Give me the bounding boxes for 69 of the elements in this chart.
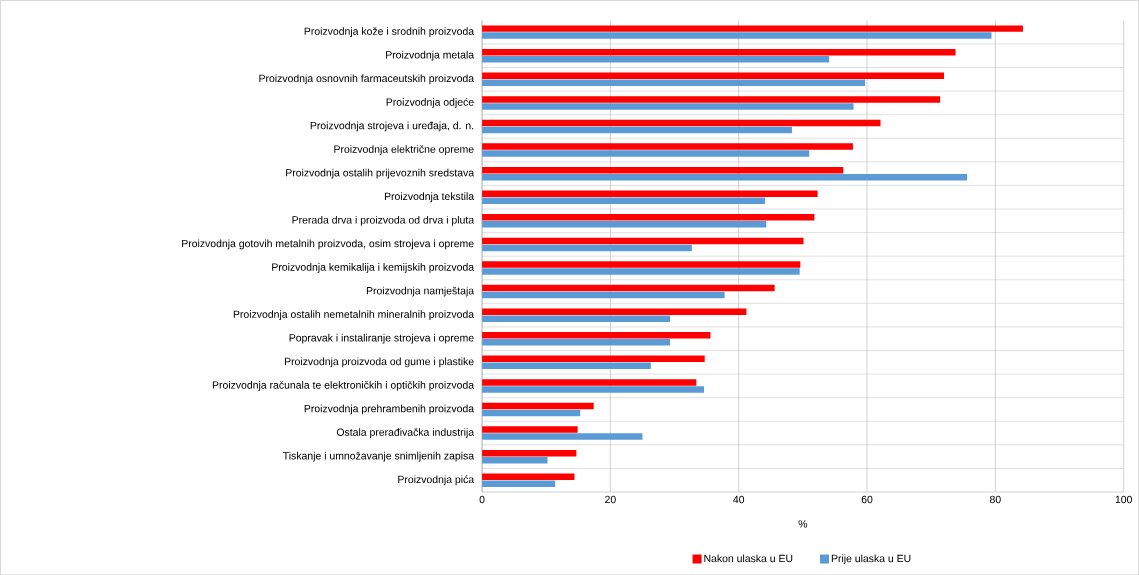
- y-tick-label: Proizvodnja električne opreme: [334, 145, 474, 155]
- bar: [482, 449, 577, 457]
- bar: [482, 291, 725, 299]
- bar: [482, 261, 801, 268]
- bar: [482, 237, 804, 244]
- y-tick-label: Proizvodnja proizvoda od gume i plastike: [284, 357, 474, 368]
- bar: [482, 72, 945, 79]
- y-tick-label: Proizvodnja odjeće: [386, 97, 474, 108]
- bar: [482, 143, 853, 150]
- bar: [482, 315, 671, 322]
- y-tick-label: Proizvodnja računala te elektroničkih i optičkih proizvoda: [212, 380, 475, 391]
- y-tick-label: Proizvodnja metala: [386, 50, 475, 61]
- bar: [482, 433, 643, 440]
- bar: [482, 173, 968, 181]
- legend-label: Nakon ulaska u EU: [704, 554, 793, 562]
- bar: [482, 95, 941, 103]
- bar: [482, 126, 792, 134]
- bar: [482, 456, 548, 464]
- bar: [482, 409, 581, 417]
- bar: [482, 166, 844, 174]
- y-tick-label: Proizvodnja gotovih metalnih proizvoda, osim strojeva i opreme: [182, 239, 474, 250]
- y-tick-label: Proizvodnja tekstila: [384, 192, 475, 202]
- x-tick-label: 80: [989, 495, 1001, 503]
- bar: [482, 79, 866, 86]
- y-tick-label: Proizvodnja strojeva i uređaja, d. n.: [310, 121, 474, 132]
- bar: [482, 268, 800, 275]
- y-tick-label: Tiskanje i umnožavanje snimljenih zapisa: [283, 451, 475, 462]
- bar: [482, 308, 747, 315]
- bar: [482, 362, 651, 369]
- y-tick-label: Proizvodnja kemikalija i kemijskih proizvoda: [272, 262, 475, 273]
- y-tick-label: Proizvodnja prehrambenih proizvoda: [304, 404, 475, 415]
- bar: [482, 402, 594, 410]
- bar: [482, 102, 854, 110]
- y-tick-label: Proizvodnja ostalih nemetalnih mineralnih proizvoda: [233, 310, 475, 320]
- bar: [482, 213, 815, 221]
- y-tick-label: Proizvodnja namještaja: [366, 286, 475, 297]
- bar: [482, 220, 767, 228]
- y-tick-label: Ostala prerađivačka industrija: [336, 428, 475, 438]
- x-tick-label: 20: [605, 495, 616, 503]
- bar: [482, 25, 1023, 32]
- x-tick-label: 100: [1115, 495, 1132, 503]
- bar: [482, 190, 818, 197]
- bar: [482, 379, 697, 386]
- bar: [482, 473, 575, 480]
- bar: [482, 119, 881, 127]
- bar: [482, 331, 711, 339]
- bar: [482, 338, 671, 346]
- bar: [482, 150, 810, 157]
- bar: [482, 55, 830, 63]
- bar: [482, 386, 705, 393]
- x-tick-label: 40: [733, 495, 745, 503]
- bar: [482, 480, 556, 487]
- bar: [482, 32, 992, 39]
- bar: [482, 48, 956, 56]
- y-tick-label: Proizvodnja kože i srodnih proizvoda: [304, 27, 475, 37]
- legend-label: Prije ulaska u EU: [831, 554, 911, 565]
- y-tick-label: Proizvodnja ostalih prijevoznih sredstava: [286, 168, 475, 179]
- y-tick-label: Popravak i instaliranje strojeva i opreme: [289, 333, 474, 344]
- bar: [482, 355, 705, 362]
- x-axis-title: %: [798, 520, 808, 528]
- y-tick-label: Proizvodnja pića: [398, 475, 475, 486]
- bar: [482, 244, 692, 251]
- x-tick-label: 0: [479, 495, 485, 503]
- bar: [482, 284, 775, 292]
- y-tick-label: Prerada drva i proizvoda od drva i pluta: [292, 215, 475, 226]
- bar: [482, 197, 766, 204]
- y-tick-label: Proizvodnja osnovnih farmaceutskih proizvoda: [259, 74, 475, 85]
- bar: [482, 426, 578, 433]
- x-tick-label: 60: [861, 495, 873, 503]
